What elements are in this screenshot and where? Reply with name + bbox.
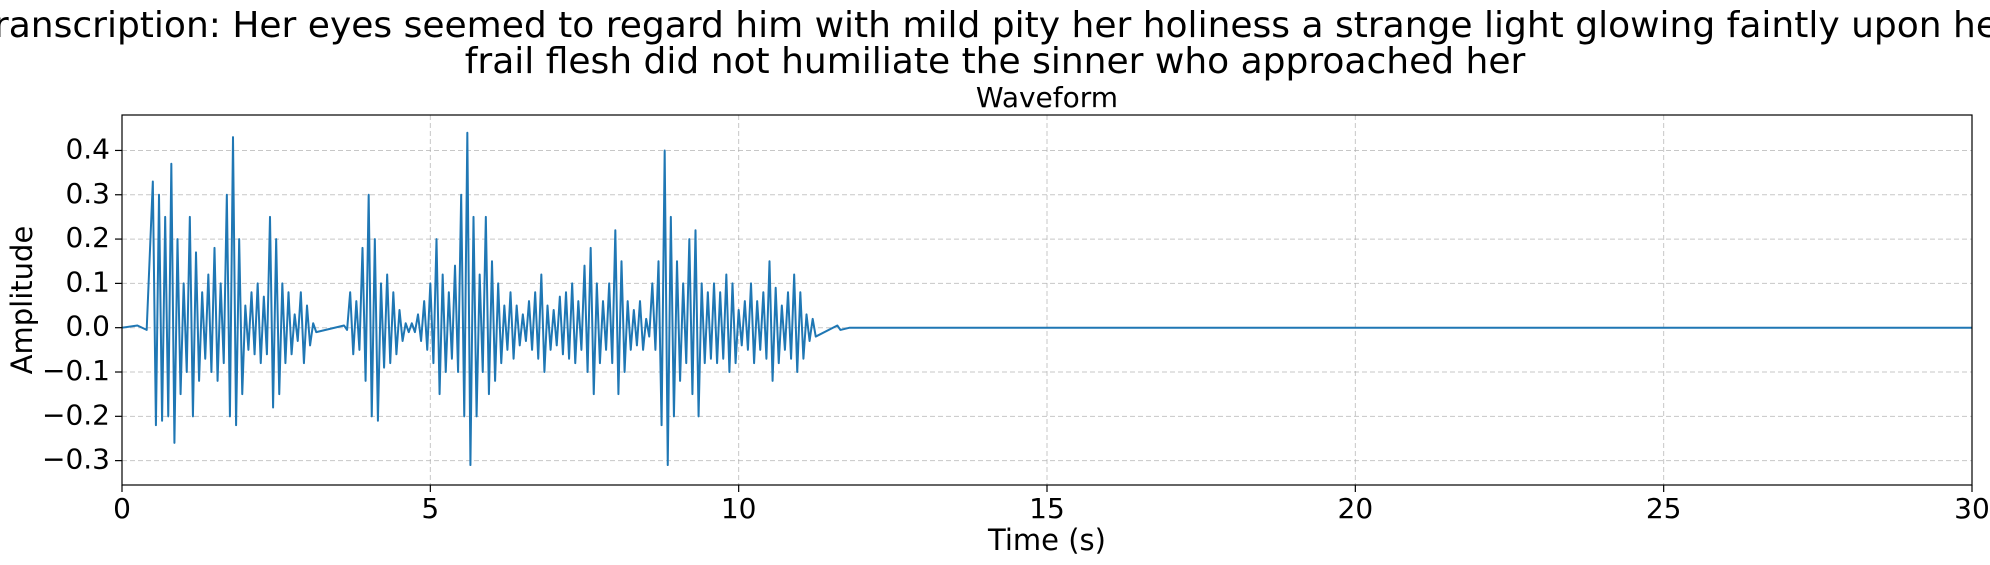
x-tick-label: 30 xyxy=(1954,492,1990,525)
x-axis-label: Time (s) xyxy=(987,523,1106,557)
y-tick-label: −0.2 xyxy=(42,398,110,431)
x-tick-label: 20 xyxy=(1338,492,1374,525)
y-tick-label: 0.4 xyxy=(65,132,110,165)
x-tick-label: 15 xyxy=(1029,492,1065,525)
plot-frame xyxy=(121,114,1973,486)
y-tick-label: 0.2 xyxy=(65,221,110,254)
x-tick-label: 5 xyxy=(421,492,439,525)
waveform-line xyxy=(121,131,1972,467)
y-tick-label: 0.0 xyxy=(65,310,110,343)
y-axis-label: Amplitude xyxy=(5,226,39,375)
chart-title: Transcription: Her eyes seemed to regard… xyxy=(0,5,1990,46)
y-tick-label: 0.1 xyxy=(65,265,110,298)
y-tick-label: −0.3 xyxy=(42,443,110,476)
y-tick-label: 0.3 xyxy=(65,177,110,210)
y-tick-label: −0.1 xyxy=(42,354,110,387)
x-tick-label: 10 xyxy=(721,492,757,525)
x-tick-label: 0 xyxy=(113,492,131,525)
chart-title: frail flesh did not humiliate the sinner… xyxy=(465,41,1526,82)
chart-subtitle: Waveform xyxy=(976,81,1118,114)
x-tick-label: 25 xyxy=(1646,492,1682,525)
